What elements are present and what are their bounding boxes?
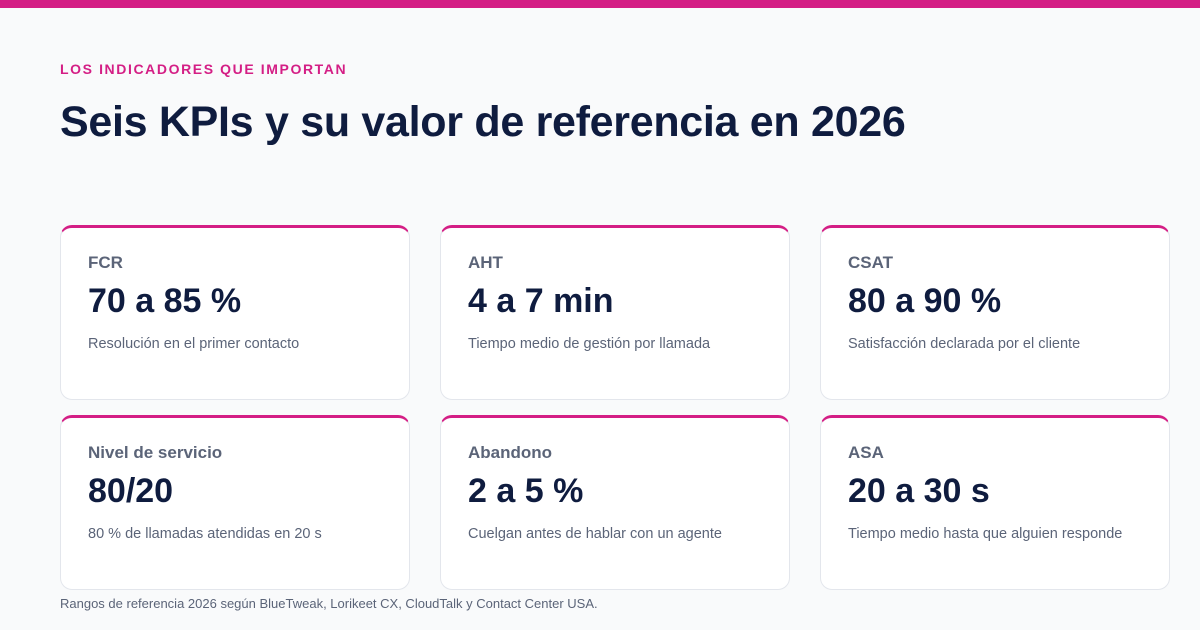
kpi-description: Resolución en el primer contacto xyxy=(88,336,300,352)
kpi-label: Abandono xyxy=(468,443,553,462)
kpi-value: 2 a 5 % xyxy=(468,472,584,510)
kpi-card-abandono: Abandono 2 a 5 % Cuelgan antes de hablar… xyxy=(440,415,790,590)
kpi-label: Nivel de servicio xyxy=(88,443,223,462)
kpi-grid: FCR 70 a 85 % Resolución en el primer co… xyxy=(60,225,1170,590)
kpi-description: 80 % de llamadas atendidas en 20 s xyxy=(88,526,322,542)
kpi-label: CSAT xyxy=(848,253,894,272)
kpi-label: ASA xyxy=(848,443,884,462)
kpi-description: Cuelgan antes de hablar con un agente xyxy=(468,526,722,542)
top-accent-bar xyxy=(0,0,1200,8)
kpi-card-asa: ASA 20 a 30 s Tiempo medio hasta que alg… xyxy=(820,415,1170,590)
kpi-description: Tiempo medio hasta que alguien responde xyxy=(848,526,1123,542)
page-title: Seis KPIs y su valor de referencia en 20… xyxy=(60,98,906,146)
kpi-label: AHT xyxy=(468,253,503,272)
kpi-card-aht: AHT 4 a 7 min Tiempo medio de gestión po… xyxy=(440,225,790,400)
kpi-card-nivel-de-servicio: Nivel de servicio 80/20 80 % de llamadas… xyxy=(60,415,410,590)
kpi-value: 4 a 7 min xyxy=(468,282,614,320)
kpi-description: Satisfacción declarada por el cliente xyxy=(848,336,1081,352)
kpi-value: 70 a 85 % xyxy=(88,282,242,320)
kpi-value: 80 a 90 % xyxy=(848,282,1002,320)
kpi-card-csat: CSAT 80 a 90 % Satisfacción declarada po… xyxy=(820,225,1170,400)
kpi-value: 20 a 30 s xyxy=(848,472,990,510)
kpi-description: Tiempo medio de gestión por llamada xyxy=(468,336,711,352)
source-footnote: Rangos de referencia 2026 según BlueTwea… xyxy=(60,596,598,611)
kpi-label: FCR xyxy=(88,253,123,272)
eyebrow-label: LOS INDICADORES QUE IMPORTAN xyxy=(60,61,348,77)
kpi-value: 80/20 xyxy=(88,472,174,510)
kpi-card-fcr: FCR 70 a 85 % Resolución en el primer co… xyxy=(60,225,410,400)
